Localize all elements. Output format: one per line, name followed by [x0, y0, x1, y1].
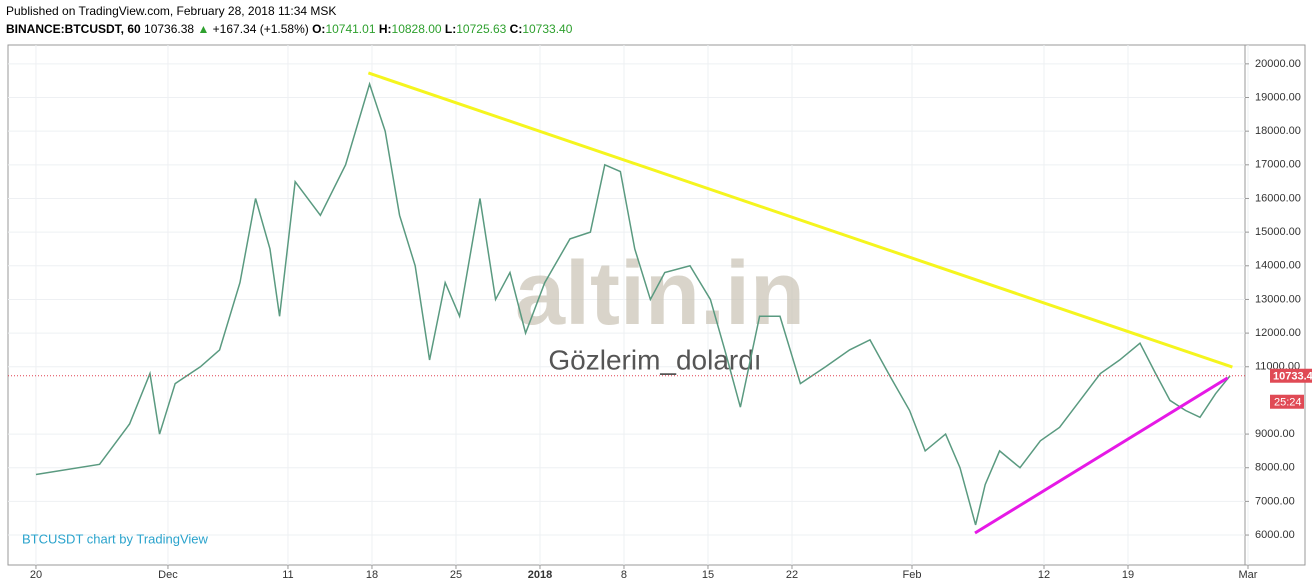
- y-tick-label: 17000.00: [1255, 159, 1301, 171]
- l: 10725.63: [456, 22, 507, 36]
- price: 10736.38: [144, 22, 195, 36]
- x-tick-label: Dec: [158, 569, 178, 581]
- change: +167.34 (+1.58%): [212, 22, 309, 36]
- o: 10741.01: [325, 22, 376, 36]
- x-tick-label: Feb: [903, 569, 922, 581]
- c: 10733.40: [522, 22, 573, 36]
- x-tick-label: 18: [366, 569, 378, 581]
- y-tick-label: 6000.00: [1255, 529, 1295, 541]
- arrow: ▲: [197, 22, 210, 36]
- y-tick-label: 13000.00: [1255, 293, 1301, 305]
- countdown-box: [1270, 394, 1304, 409]
- ohlc-bar: BINANCE:BTCUSDT, 60 10736.38 ▲ +167.34 (…: [6, 22, 572, 36]
- frame: [7, 44, 1306, 566]
- x-tick-label: 20: [30, 569, 42, 581]
- x-tick-label: 15: [702, 569, 714, 581]
- credit: BTCUSDT chart by TradingView: [22, 531, 209, 546]
- l-label: L:: [444, 22, 457, 36]
- h-label: H:: [378, 22, 392, 36]
- y-tick-label: 18000.00: [1255, 125, 1301, 137]
- x-tick-label: 11: [282, 569, 293, 581]
- x-tick-label: Mar: [1239, 569, 1258, 581]
- trend-line: [367, 71, 1233, 369]
- o-label: O:: [312, 22, 326, 36]
- x-tick-label: 25: [450, 569, 462, 581]
- symbol: BINANCE:BTCUSDT, 60: [6, 22, 141, 36]
- x-tick-label: 19: [1122, 569, 1134, 581]
- y-tick-label: 7000.00: [1255, 495, 1295, 507]
- h: 10828.00: [391, 22, 442, 36]
- y-tick-label: 8000.00: [1255, 462, 1295, 474]
- grid: [8, 45, 1249, 565]
- last-price-label: 10733.40: [1273, 371, 1312, 383]
- watermark-caption: Gözlerim_dolardı: [548, 344, 761, 375]
- y-tick-label: 14000.00: [1255, 260, 1301, 272]
- last-price-box: [1270, 368, 1312, 383]
- trend-line: [974, 376, 1229, 535]
- y-tick-label: 16000.00: [1255, 192, 1301, 204]
- y-tick-label: 19000.00: [1255, 91, 1301, 103]
- x-tick-label: 12: [1038, 569, 1050, 581]
- price-line: [35, 81, 1231, 526]
- x-tick-label: 22: [786, 569, 798, 581]
- x-tick-label: 2018: [528, 569, 552, 581]
- countdown: 25:24: [1274, 397, 1302, 409]
- published: Published on TradingView.com, February 2…: [6, 4, 337, 18]
- c-label: C:: [509, 22, 523, 36]
- y-tick-label: 12000.00: [1255, 327, 1301, 339]
- y-tick-label: 15000.00: [1255, 226, 1301, 238]
- y-tick-label: 9000.00: [1255, 428, 1295, 440]
- x-tick-label: 8: [621, 569, 627, 581]
- y-tick-label: 20000.00: [1255, 58, 1301, 70]
